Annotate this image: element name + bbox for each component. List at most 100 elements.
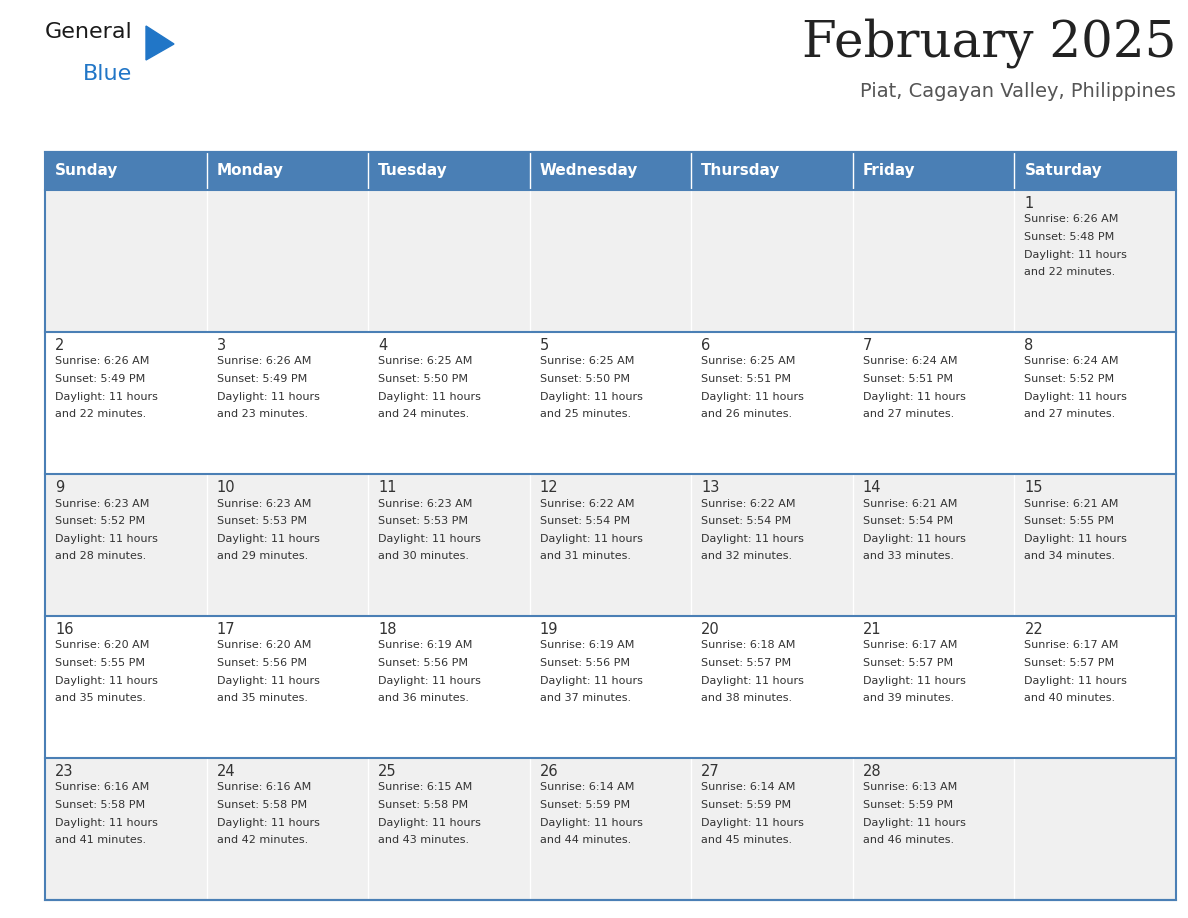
- Bar: [691, 758, 853, 900]
- Bar: [368, 474, 530, 616]
- Text: and 34 minutes.: and 34 minutes.: [1024, 551, 1116, 561]
- Bar: [530, 474, 691, 616]
- Bar: [45, 332, 207, 474]
- Text: Tuesday: Tuesday: [378, 163, 448, 178]
- Bar: [45, 152, 1176, 900]
- Text: and 22 minutes.: and 22 minutes.: [1024, 267, 1116, 277]
- Text: Sunrise: 6:22 AM: Sunrise: 6:22 AM: [701, 498, 796, 509]
- Text: 8: 8: [1024, 338, 1034, 353]
- Text: Sunset: 5:59 PM: Sunset: 5:59 PM: [862, 800, 953, 810]
- Text: Daylight: 11 hours: Daylight: 11 hours: [378, 818, 481, 827]
- Bar: [368, 758, 530, 900]
- Text: Daylight: 11 hours: Daylight: 11 hours: [378, 391, 481, 401]
- Text: and 27 minutes.: and 27 minutes.: [1024, 409, 1116, 419]
- Text: 9: 9: [55, 480, 64, 495]
- Text: 12: 12: [539, 480, 558, 495]
- Text: Sunset: 5:55 PM: Sunset: 5:55 PM: [55, 658, 145, 668]
- Text: Thursday: Thursday: [701, 163, 781, 178]
- Bar: [853, 616, 1015, 758]
- Text: Sunrise: 6:24 AM: Sunrise: 6:24 AM: [1024, 356, 1119, 366]
- Text: and 30 minutes.: and 30 minutes.: [378, 551, 469, 561]
- Bar: [45, 474, 207, 616]
- Bar: [207, 616, 368, 758]
- Bar: [691, 190, 853, 332]
- Text: Sunrise: 6:16 AM: Sunrise: 6:16 AM: [55, 782, 150, 792]
- Text: Daylight: 11 hours: Daylight: 11 hours: [55, 676, 158, 686]
- Text: Daylight: 11 hours: Daylight: 11 hours: [1024, 250, 1127, 260]
- Text: Sunrise: 6:19 AM: Sunrise: 6:19 AM: [378, 641, 473, 651]
- Text: Daylight: 11 hours: Daylight: 11 hours: [701, 676, 804, 686]
- Text: Monday: Monday: [216, 163, 284, 178]
- Text: and 28 minutes.: and 28 minutes.: [55, 551, 146, 561]
- Bar: [1015, 152, 1176, 190]
- Text: Sunset: 5:50 PM: Sunset: 5:50 PM: [378, 374, 468, 384]
- Bar: [207, 152, 368, 190]
- Text: Daylight: 11 hours: Daylight: 11 hours: [216, 533, 320, 543]
- Text: Daylight: 11 hours: Daylight: 11 hours: [701, 533, 804, 543]
- Text: and 41 minutes.: and 41 minutes.: [55, 835, 146, 845]
- Text: Daylight: 11 hours: Daylight: 11 hours: [216, 391, 320, 401]
- Text: and 33 minutes.: and 33 minutes.: [862, 551, 954, 561]
- Text: Sunset: 5:56 PM: Sunset: 5:56 PM: [539, 658, 630, 668]
- Text: Sunset: 5:48 PM: Sunset: 5:48 PM: [1024, 232, 1114, 242]
- Text: Daylight: 11 hours: Daylight: 11 hours: [1024, 391, 1127, 401]
- Bar: [691, 616, 853, 758]
- Text: and 27 minutes.: and 27 minutes.: [862, 409, 954, 419]
- Polygon shape: [146, 26, 173, 60]
- Text: Sunrise: 6:17 AM: Sunrise: 6:17 AM: [862, 641, 958, 651]
- Text: Daylight: 11 hours: Daylight: 11 hours: [1024, 533, 1127, 543]
- Text: 26: 26: [539, 764, 558, 779]
- Text: Piat, Cagayan Valley, Philippines: Piat, Cagayan Valley, Philippines: [860, 82, 1176, 101]
- Text: Sunrise: 6:25 AM: Sunrise: 6:25 AM: [539, 356, 634, 366]
- Text: Sunset: 5:58 PM: Sunset: 5:58 PM: [378, 800, 468, 810]
- Text: 18: 18: [378, 622, 397, 637]
- Text: Sunset: 5:57 PM: Sunset: 5:57 PM: [862, 658, 953, 668]
- Bar: [45, 758, 207, 900]
- Text: and 45 minutes.: and 45 minutes.: [701, 835, 792, 845]
- Text: Sunset: 5:52 PM: Sunset: 5:52 PM: [1024, 374, 1114, 384]
- Text: Sunset: 5:59 PM: Sunset: 5:59 PM: [539, 800, 630, 810]
- Bar: [530, 616, 691, 758]
- Text: Sunrise: 6:20 AM: Sunrise: 6:20 AM: [55, 641, 150, 651]
- Bar: [530, 332, 691, 474]
- Text: Sunset: 5:51 PM: Sunset: 5:51 PM: [862, 374, 953, 384]
- Text: Sunrise: 6:24 AM: Sunrise: 6:24 AM: [862, 356, 958, 366]
- Text: 28: 28: [862, 764, 881, 779]
- Text: Sunrise: 6:14 AM: Sunrise: 6:14 AM: [539, 782, 634, 792]
- Text: and 44 minutes.: and 44 minutes.: [539, 835, 631, 845]
- Text: 17: 17: [216, 622, 235, 637]
- Bar: [530, 152, 691, 190]
- Bar: [207, 190, 368, 332]
- Bar: [853, 332, 1015, 474]
- Text: Sunrise: 6:21 AM: Sunrise: 6:21 AM: [862, 498, 958, 509]
- Text: Sunrise: 6:21 AM: Sunrise: 6:21 AM: [1024, 498, 1119, 509]
- Text: Daylight: 11 hours: Daylight: 11 hours: [378, 533, 481, 543]
- Text: Daylight: 11 hours: Daylight: 11 hours: [216, 676, 320, 686]
- Bar: [368, 190, 530, 332]
- Text: 27: 27: [701, 764, 720, 779]
- Text: Sunrise: 6:23 AM: Sunrise: 6:23 AM: [55, 498, 150, 509]
- Bar: [207, 474, 368, 616]
- Text: and 23 minutes.: and 23 minutes.: [216, 409, 308, 419]
- Text: and 39 minutes.: and 39 minutes.: [862, 693, 954, 703]
- Bar: [691, 332, 853, 474]
- Text: Daylight: 11 hours: Daylight: 11 hours: [55, 818, 158, 827]
- Text: Daylight: 11 hours: Daylight: 11 hours: [1024, 676, 1127, 686]
- Text: 1: 1: [1024, 196, 1034, 211]
- Text: and 32 minutes.: and 32 minutes.: [701, 551, 792, 561]
- Text: and 37 minutes.: and 37 minutes.: [539, 693, 631, 703]
- Text: 23: 23: [55, 764, 74, 779]
- Text: Sunset: 5:56 PM: Sunset: 5:56 PM: [216, 658, 307, 668]
- Text: Daylight: 11 hours: Daylight: 11 hours: [862, 533, 966, 543]
- Text: 6: 6: [701, 338, 710, 353]
- Text: Sunrise: 6:25 AM: Sunrise: 6:25 AM: [378, 356, 473, 366]
- Text: Daylight: 11 hours: Daylight: 11 hours: [862, 818, 966, 827]
- Text: Sunset: 5:56 PM: Sunset: 5:56 PM: [378, 658, 468, 668]
- Text: 21: 21: [862, 622, 881, 637]
- Text: Sunset: 5:49 PM: Sunset: 5:49 PM: [216, 374, 307, 384]
- Text: 16: 16: [55, 622, 74, 637]
- Text: Daylight: 11 hours: Daylight: 11 hours: [216, 818, 320, 827]
- Bar: [530, 190, 691, 332]
- Bar: [691, 152, 853, 190]
- Text: Sunset: 5:54 PM: Sunset: 5:54 PM: [701, 516, 791, 526]
